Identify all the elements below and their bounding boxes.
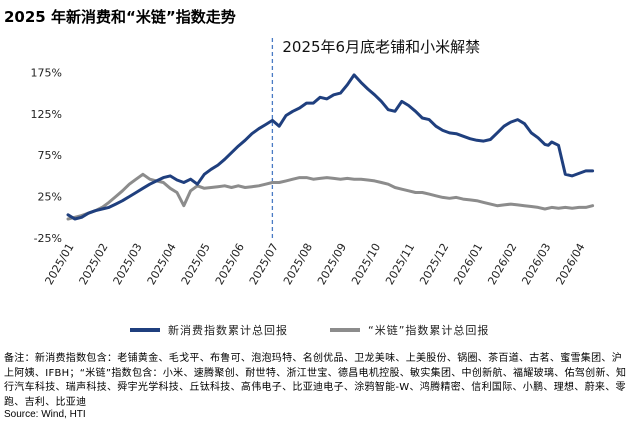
x-tick-label: 2025/08 bbox=[281, 241, 315, 287]
series-layer bbox=[66, 73, 595, 221]
x-tick-label: 2025/10 bbox=[349, 241, 383, 287]
x-tick-label: 2025/07 bbox=[247, 241, 281, 287]
x-tick-label: 2025/09 bbox=[315, 241, 349, 287]
x-tick-label: 2025/12 bbox=[417, 241, 451, 287]
x-axis: 2025/01 2025/02 2025/03 2025/04 2025/05 2025/… bbox=[42, 241, 587, 287]
y-axis: -25% 25% 75% 125% 175% bbox=[31, 66, 62, 245]
xiaomi-chain-line bbox=[66, 172, 595, 221]
legend-label-new-consumption: 新消费指数累计总回报 bbox=[168, 323, 288, 337]
x-tick-label: 2026/03 bbox=[519, 241, 553, 287]
x-tick-label: 2025/01 bbox=[42, 241, 76, 287]
y-tick-label: 175% bbox=[31, 66, 62, 79]
x-tick-label: 2025/11 bbox=[383, 241, 417, 287]
x-tick-label: 2025/06 bbox=[213, 241, 247, 287]
x-tick-label: 2025/02 bbox=[77, 241, 111, 287]
new-consumption-line bbox=[66, 73, 595, 221]
y-tick-label: -25% bbox=[34, 232, 62, 245]
y-tick-label: 25% bbox=[38, 191, 62, 204]
x-tick-label: 2026/04 bbox=[553, 241, 587, 287]
x-tick-label: 2025/03 bbox=[111, 241, 145, 287]
legend: 新消费指数累计总回报 “米链”指数累计总回报 bbox=[130, 323, 489, 337]
x-tick-label: 2026/02 bbox=[485, 241, 519, 287]
source-line: Source: Wind, HTI bbox=[4, 409, 86, 420]
footnote: 备注：新消费指数包含：老铺黄金、毛戈平、布鲁可、泡泡玛特、名创优品、卫龙美味、上… bbox=[4, 353, 627, 408]
x-tick-label: 2025/04 bbox=[145, 241, 179, 287]
x-tick-label: 2025/05 bbox=[179, 241, 213, 287]
x-tick-label: 2026/01 bbox=[451, 241, 485, 287]
line-chart: -25% 25% 75% 125% 175% 2025/01 2025/02 2025/03… bbox=[31, 38, 595, 337]
chart-title: 2025 年新消费和“米链”指数走势 bbox=[4, 8, 236, 26]
legend-label-xiaomi-chain: “米链”指数累计总回报 bbox=[368, 323, 489, 337]
y-tick-label: 75% bbox=[38, 149, 62, 162]
y-tick-label: 125% bbox=[31, 108, 62, 121]
annotation-label: 2025年6月底老铺和小米解禁 bbox=[282, 38, 480, 56]
